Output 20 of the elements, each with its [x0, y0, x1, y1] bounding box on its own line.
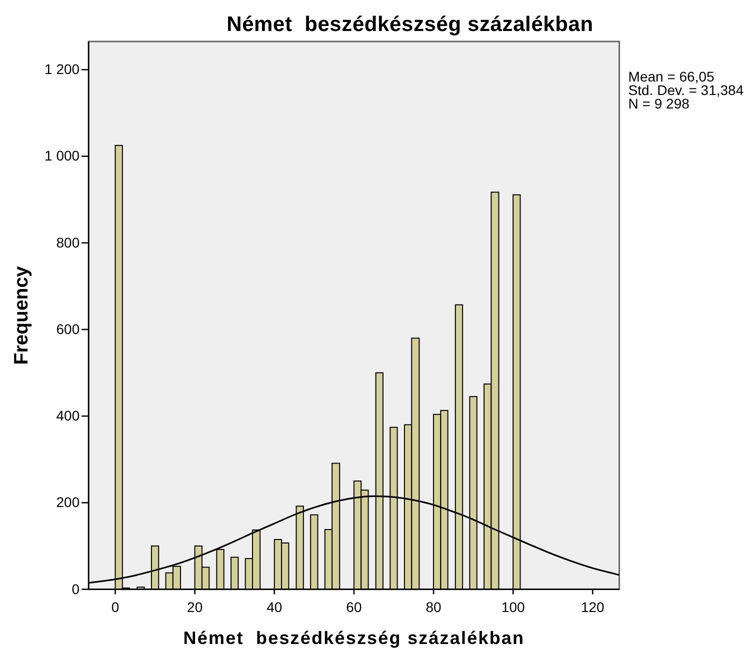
- chart-title: Német beszédkészség százalékban: [226, 13, 594, 36]
- x-tick-label: 60: [346, 599, 362, 616]
- y-tick-label: 800: [56, 234, 80, 250]
- x-tick-label: 40: [266, 599, 282, 616]
- y-tick-label: 200: [56, 494, 80, 510]
- x-tick-label: 100: [501, 599, 525, 616]
- text: Std. Dev. = 31,384: [628, 82, 744, 98]
- y-tick-label: 400: [56, 408, 80, 424]
- y-tick-label: 1 000: [44, 148, 80, 164]
- text: N = 9 298: [628, 96, 690, 112]
- y-axis-title: Frequency: [10, 266, 32, 365]
- x-axis-title: Német beszédkészség százalékban: [183, 628, 525, 648]
- x-tick-label: 0: [111, 599, 120, 616]
- y-tick-label: 0: [72, 580, 80, 597]
- text: Mean = 66,05: [628, 68, 715, 84]
- y-tick-label: 600: [56, 320, 80, 337]
- y-tick-label: 1 200: [44, 61, 80, 78]
- x-tick-label: 120: [580, 599, 605, 616]
- x-tick-label: 20: [187, 599, 203, 616]
- x-tick-label: 80: [426, 599, 442, 616]
